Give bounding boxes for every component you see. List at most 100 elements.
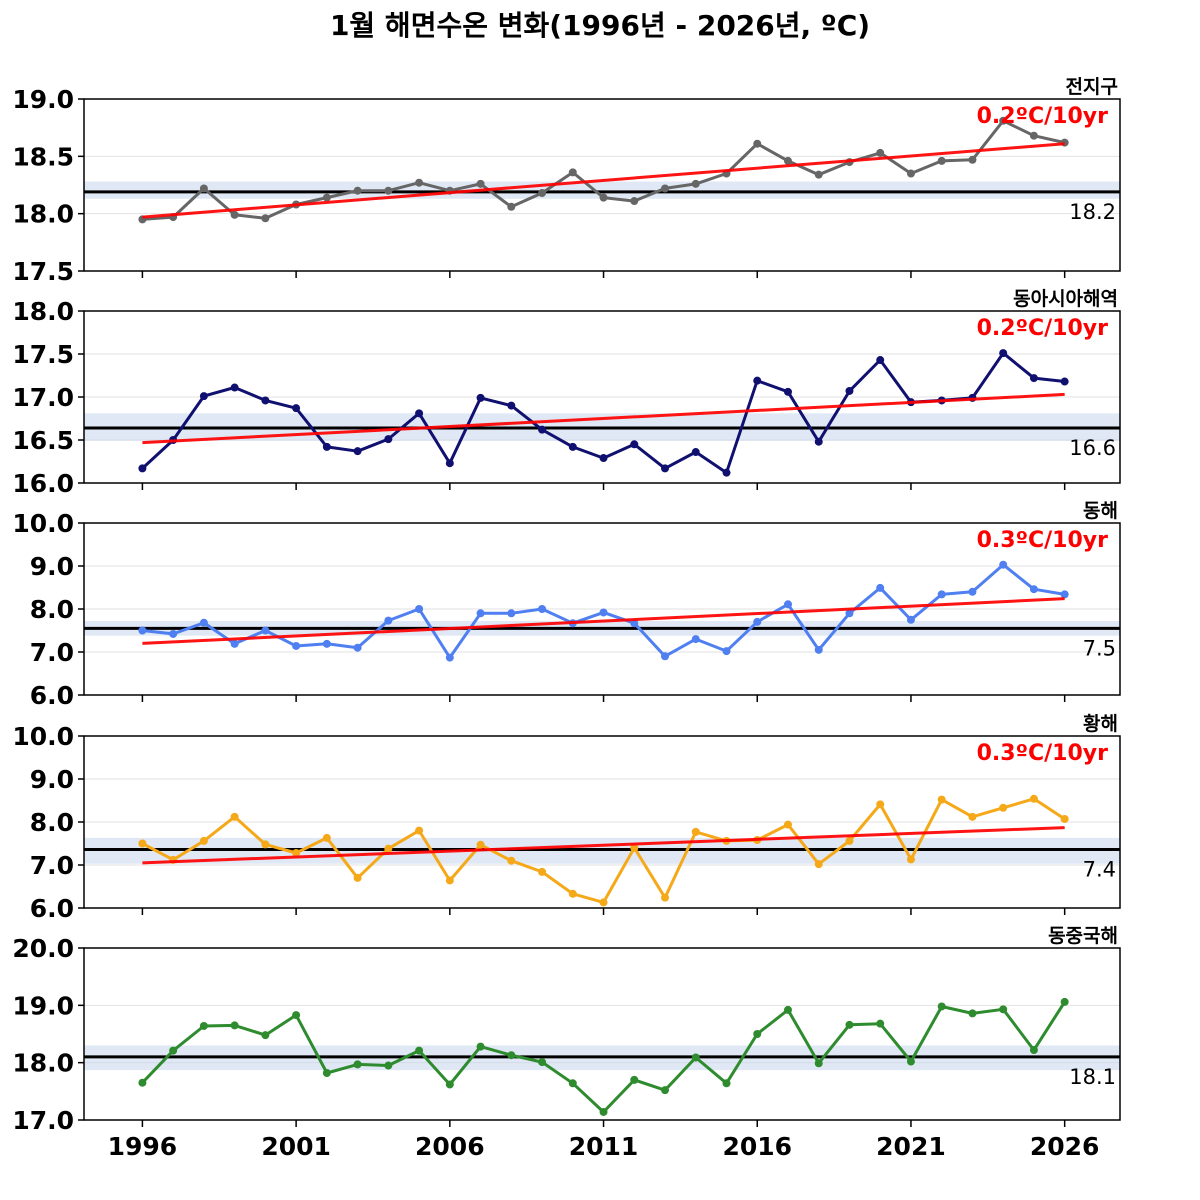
- data-point: [353, 186, 362, 195]
- data-point: [384, 844, 393, 853]
- data-point: [876, 583, 885, 592]
- x-tick-label: 2026: [1030, 1132, 1100, 1161]
- data-point: [507, 856, 516, 865]
- data-point: [292, 1011, 301, 1020]
- data-point: [783, 820, 792, 829]
- data-point: [476, 609, 485, 618]
- data-point: [937, 156, 946, 165]
- data-point: [568, 168, 577, 177]
- data-point: [538, 605, 547, 613]
- y-tick-label: 17.0: [12, 383, 74, 412]
- data-point: [353, 873, 362, 882]
- data-point: [261, 626, 270, 635]
- data-point: [230, 1021, 239, 1030]
- y-tick-label: 16.0: [12, 469, 74, 498]
- data-point: [445, 653, 454, 662]
- y-tick-label: 6.0: [30, 681, 74, 710]
- data-point: [292, 404, 301, 413]
- data-point: [691, 1053, 700, 1062]
- chart-title: 1월 해면수온 변화(1996년 - 2026년, ºC): [329, 9, 871, 42]
- data-point: [445, 459, 454, 468]
- data-point: [199, 1021, 208, 1030]
- y-tick-label: 8.0: [30, 808, 74, 837]
- region-label: 동중국해: [1048, 925, 1118, 947]
- data-point: [722, 647, 731, 656]
- x-tick-label: 2001: [261, 1132, 331, 1161]
- data-point: [507, 609, 516, 618]
- data-point: [630, 843, 639, 852]
- data-point: [568, 889, 577, 898]
- x-tick-label: 2006: [415, 1132, 485, 1161]
- data-point: [507, 401, 516, 410]
- data-point: [138, 839, 147, 848]
- data-point: [538, 425, 547, 434]
- data-point: [476, 393, 485, 402]
- data-point: [999, 803, 1008, 812]
- data-point: [968, 1009, 977, 1018]
- panel-2: 16.0 16.5 17.0 17.5 18.0 동아시아해역 0.2ºC/10yr 16.6: [12, 288, 1121, 498]
- data-point: [999, 560, 1008, 569]
- data-point: [814, 860, 823, 869]
- panel-4: 6.0 7.0 8.0 9.0 10.0 황해 0.3ºC/10yr 7.4: [12, 712, 1121, 923]
- data-point: [814, 1059, 823, 1068]
- trend-line: [142, 142, 1065, 219]
- data-point: [906, 1057, 915, 1066]
- data-point: [230, 639, 239, 648]
- data-point: [599, 193, 608, 202]
- data-point: [353, 643, 362, 652]
- data-point: [384, 616, 393, 625]
- data-point: [138, 464, 147, 473]
- trend-label: 0.3ºC/10yr: [977, 741, 1109, 766]
- data-point: [261, 840, 270, 849]
- data-point: [783, 1005, 792, 1014]
- trend-label: 0.2ºC/10yr: [977, 104, 1109, 129]
- data-point: [691, 179, 700, 188]
- data-point: [968, 812, 977, 821]
- data-point: [845, 609, 854, 618]
- y-tick-label: 18.0: [12, 1049, 74, 1078]
- data-point: [630, 1075, 639, 1084]
- data-point: [1060, 814, 1069, 823]
- data-point: [999, 349, 1008, 358]
- data-point: [445, 1080, 454, 1089]
- panel-5: 17.0 18.0 19.0 20.0 동중국해 18.1: [12, 925, 1121, 1135]
- data-point: [384, 435, 393, 444]
- data-point: [814, 437, 823, 446]
- x-tick-label: 1996: [108, 1132, 178, 1161]
- data-point: [169, 1046, 178, 1055]
- data-point: [415, 826, 424, 835]
- data-point: [415, 605, 424, 613]
- data-point: [415, 1046, 424, 1055]
- data-point: [1029, 585, 1038, 594]
- data-point: [968, 587, 977, 596]
- panel-1: 17.5 18.0 18.5 19.0 전지구 0.2ºC/10yr 18.2: [12, 76, 1121, 286]
- data-point: [783, 387, 792, 396]
- data-point: [538, 1058, 547, 1067]
- region-label: 동아시아해역: [1013, 288, 1118, 310]
- data-point: [937, 590, 946, 599]
- x-tick-label: 2021: [876, 1132, 946, 1161]
- trend-line: [142, 392, 1065, 445]
- data-point: [722, 468, 731, 477]
- data-point: [753, 376, 762, 385]
- trend-label: 0.3ºC/10yr: [977, 528, 1109, 553]
- y-tick-label: 18.0: [12, 200, 74, 229]
- data-point: [353, 447, 362, 456]
- trend-line: [142, 826, 1065, 865]
- data-point: [230, 812, 239, 821]
- y-tick-label: 10.0: [12, 509, 74, 538]
- data-point: [814, 645, 823, 654]
- data-point: [599, 608, 608, 617]
- y-tick-label: 17.0: [12, 1106, 74, 1135]
- x-tick-label: 2016: [722, 1132, 792, 1161]
- y-tick-label: 7.0: [30, 638, 74, 667]
- data-point: [538, 867, 547, 876]
- data-point: [568, 442, 577, 451]
- data-point: [261, 396, 270, 405]
- mean-value-label: 18.2: [1069, 200, 1116, 224]
- data-point: [169, 629, 178, 638]
- panel-frame: [83, 98, 1121, 272]
- data-point: [845, 1020, 854, 1029]
- data-point: [384, 1061, 393, 1070]
- y-tick-label: 9.0: [30, 552, 74, 581]
